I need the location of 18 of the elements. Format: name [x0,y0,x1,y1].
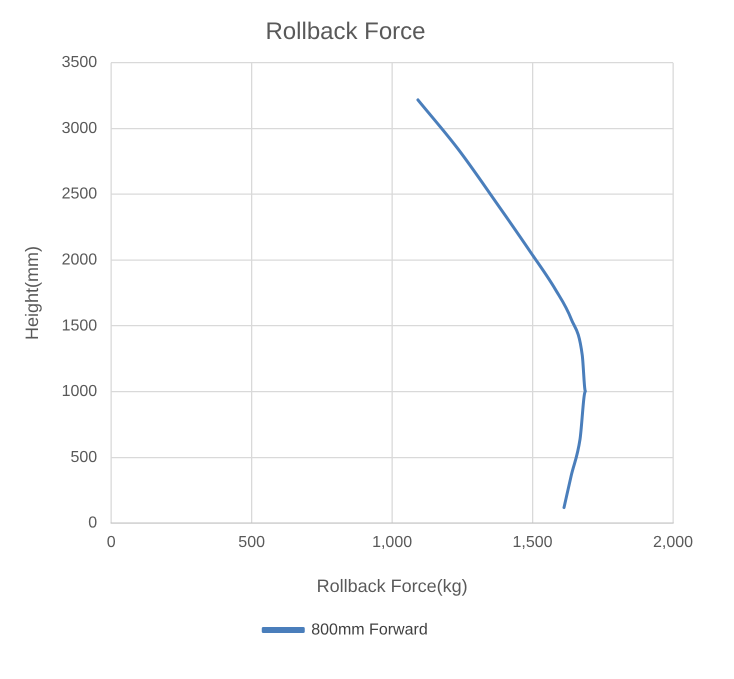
y-tick-label: 2500 [62,186,98,203]
y-axis-title: Height(mm) [22,246,42,340]
y-tick-label: 500 [70,448,98,466]
x-axis-title: Rollback Force(kg) [316,576,468,596]
y-tick-label: 1500 [62,317,98,334]
line-series [416,98,587,510]
x-tick-label: 0 [106,534,116,552]
y-tick-label: 1000 [62,383,98,400]
y-tick-label: 2000 [62,252,98,269]
x-tick-label: 500 [238,534,266,552]
y-tick-label: 0 [88,514,98,532]
legend-label: 800mm Forward [311,621,428,638]
x-tick-label: 2,000 [652,534,694,552]
x-tick-label: 1,000 [372,534,412,552]
y-tick-label: 3500 [62,54,98,72]
x-tick-label: 1,500 [512,534,553,552]
y-tick-label: 3000 [62,120,98,137]
chart-title: Rollback Force [265,18,426,46]
